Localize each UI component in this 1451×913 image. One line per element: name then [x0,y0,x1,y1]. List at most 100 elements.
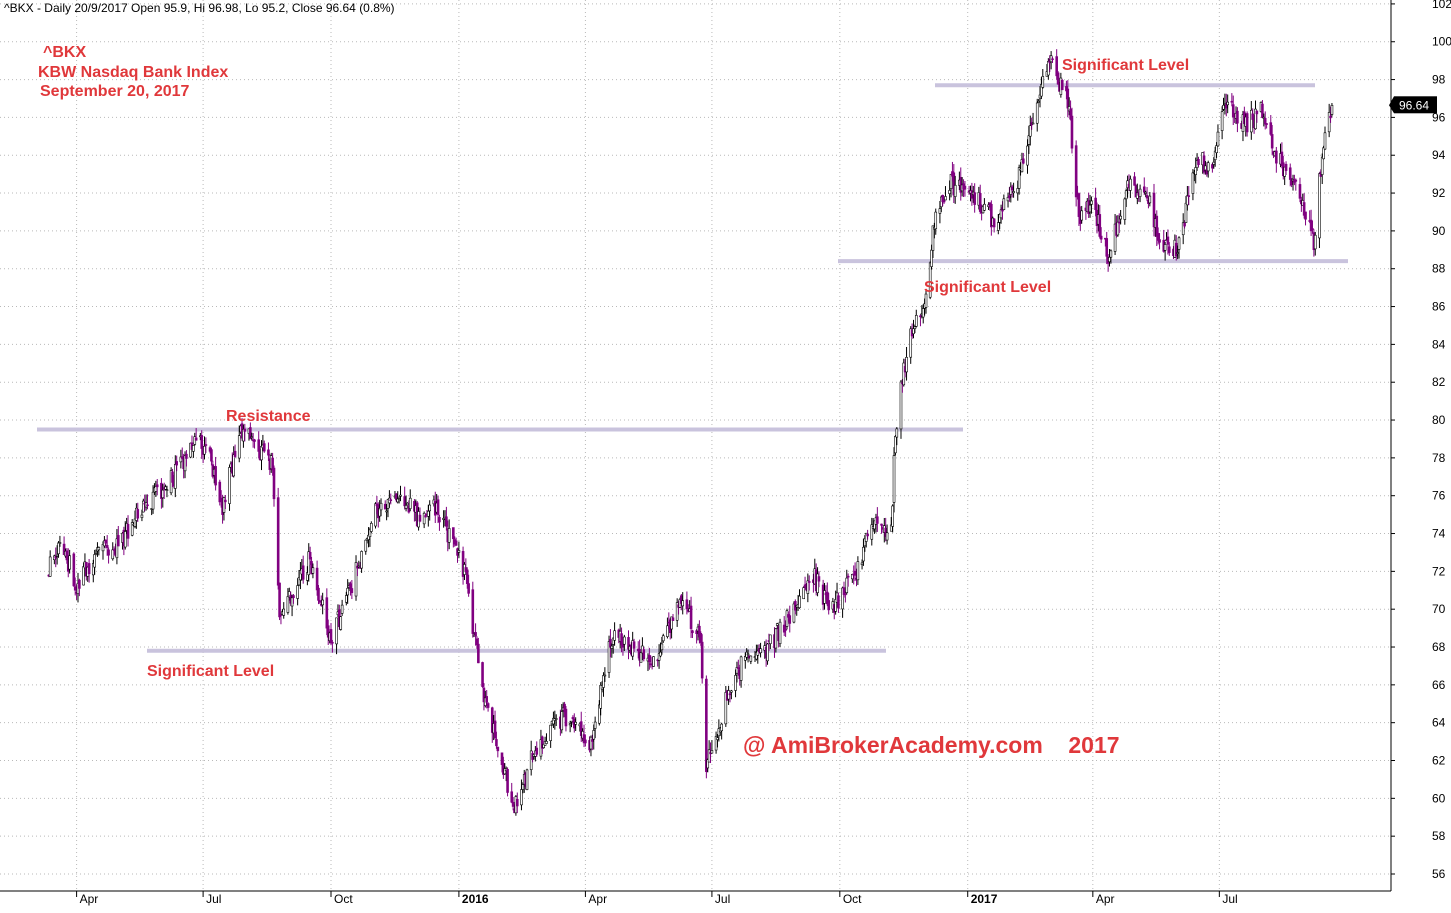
candle [115,529,119,565]
candle-body [1255,110,1259,115]
x-tick-label: Apr [588,892,607,906]
candle-body [602,675,605,688]
candle-body [705,678,708,772]
candle-body [1158,239,1161,243]
candle [146,494,149,510]
candle-body [374,503,377,527]
candle-body [1327,112,1331,133]
candle [72,552,76,587]
candle-body [691,630,694,634]
candle [1304,211,1307,226]
candle [785,608,789,630]
candle-body [1155,215,1159,237]
candle [660,636,664,655]
candle [58,535,62,547]
candle-body [554,718,558,720]
candle-body [642,649,646,660]
candle-body [1184,202,1188,223]
candle [1133,172,1136,186]
candle-body [914,315,918,327]
candle-body [778,621,782,645]
candle-body [584,739,587,744]
candle-body [666,625,669,637]
candle-body [493,720,497,739]
y-tick-label: 66 [1432,678,1446,692]
candle-body [48,556,52,577]
candle [360,550,363,573]
candle-body [1016,188,1020,194]
candle-body [659,651,662,657]
candle-body [1215,145,1218,154]
candle-body [1129,178,1132,191]
candle [471,581,475,638]
candle-body [934,211,938,230]
candle-body [408,497,412,509]
candle [194,428,198,441]
candle-body [895,428,899,438]
candle-body [54,556,58,559]
candle [1012,182,1015,198]
candle-body [233,450,237,457]
candle [705,675,708,779]
candle-body [542,743,546,748]
candle [1323,126,1327,151]
candle [652,656,655,667]
candle-body [349,583,352,589]
y-tick-label: 78 [1432,451,1446,465]
candle [1216,124,1220,147]
candle-body [1152,192,1156,228]
candle [496,746,500,758]
candle-body [1183,222,1186,227]
candle [593,716,597,739]
candle-body [837,595,840,609]
candle-body [457,550,461,553]
x-tick-label: Jul [206,892,221,906]
candle [399,485,402,502]
watermark: @ AmiBrokerAcademy.com 2017 [743,732,1120,758]
candle-body [292,595,295,598]
candle [155,478,159,496]
candle-body [1166,236,1170,245]
candle [447,519,451,550]
candle-body [1206,162,1210,172]
candle [1194,157,1198,184]
last-close-label: 96.64 [1399,98,1429,112]
candle [914,309,918,328]
candle-body [1167,246,1171,253]
candle [1031,112,1035,125]
candle-body [639,652,643,663]
candle [267,442,270,461]
candle [1074,140,1078,207]
candle [1035,98,1039,132]
candle-body [1163,244,1167,251]
candle-body [699,633,703,643]
candle-body [474,632,477,637]
candle-body [1288,167,1292,180]
candle-body [1261,103,1264,118]
candle [214,456,217,491]
candle-body [730,690,733,693]
candle [892,447,896,513]
candle-body [802,587,805,600]
candle [477,637,480,664]
candle [93,549,96,575]
candle-body [1186,195,1189,206]
candle-body [1113,223,1117,252]
candle [296,578,299,606]
candle [315,560,319,596]
candle [671,613,675,621]
candle [1070,107,1074,154]
candle [140,509,144,522]
candle-body [1026,145,1029,166]
candle-body [1090,200,1093,205]
candle [949,173,953,198]
candle-body [541,736,544,749]
candle-body [73,586,77,591]
candle [374,502,377,529]
candle-body [1318,173,1321,239]
candle-body [94,553,98,556]
candle-body [1027,135,1031,145]
candle [862,538,865,566]
candle [123,521,127,550]
y-tick-label: 100 [1432,35,1451,49]
